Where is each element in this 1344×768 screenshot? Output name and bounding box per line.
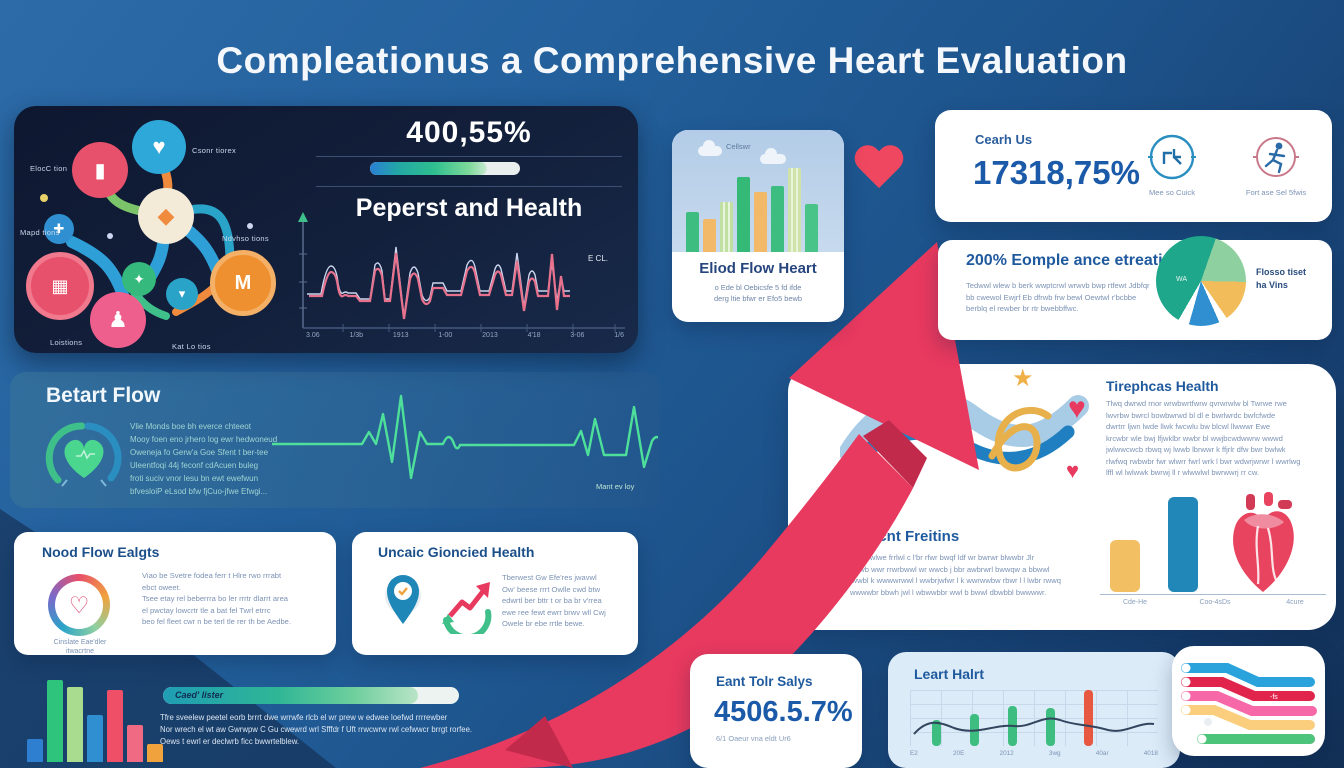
location-pin-icon bbox=[385, 575, 421, 624]
page-title: Compleationus a Comprehensive Heart Eval… bbox=[216, 40, 1128, 81]
leart-x-axis: E2 20E 2012 3wg 40ar 4018 bbox=[910, 750, 1158, 757]
vitals-panel: ▮ ♥ ◆ ✚ ▦ ✦ ▾ ♟ M ElocC tion Csonr tiore… bbox=[14, 106, 638, 353]
vitals-ecg-chart bbox=[298, 212, 625, 332]
organ-axis bbox=[1100, 594, 1326, 595]
eliod-bar-chart bbox=[686, 168, 818, 252]
nood-icon-caption: Cinslate Eae'dler itwacrtne bbox=[53, 639, 107, 655]
betart-footnote: Mant ev loy bbox=[596, 482, 635, 491]
vitals-x-axis: 3.06 1/3b 1913 1-00 2013 4'18 3-06 1/6 bbox=[306, 332, 624, 339]
network-label-6: Kat Lo tios bbox=[172, 342, 211, 351]
heart-icon bbox=[866, 146, 918, 194]
lower-progress-bar: Caed' lister bbox=[163, 687, 459, 704]
eliod-card: Cellswr Eliod Flow Heart o Ede bl Oebics… bbox=[672, 130, 844, 322]
eant-heading: Eant Tolr Salys bbox=[716, 674, 813, 689]
lower-progress-label: Caed' lister bbox=[175, 690, 224, 700]
plus-node-icon: ✚ bbox=[44, 214, 74, 244]
eliod-heading: Eliod Flow Heart bbox=[699, 260, 817, 277]
runner-icon-caption: Fort ase Sel 5fwis bbox=[1245, 188, 1307, 197]
deficnt-paragraph: fwrwdwlwe frrlwl c l'br rfwr bwqf ldf wr… bbox=[850, 553, 1061, 597]
leart-grid bbox=[910, 690, 1158, 746]
m-node-icon: M bbox=[210, 250, 276, 316]
spark-node-icon: ✦ bbox=[122, 262, 156, 296]
lower-paragraph: Tfre sveelew peetel eorb brrrt dwe wrrwf… bbox=[160, 713, 473, 746]
leart-card: Leart Halrt E2 20E 2012 3wg 40ar 4018 bbox=[888, 652, 1180, 768]
pie-side-label: Flosso tiset ha Vins bbox=[1256, 267, 1307, 290]
heart-outline-icon: ♡ bbox=[68, 591, 90, 618]
divider-line bbox=[316, 186, 622, 187]
vitals-value: 400,55% bbox=[406, 116, 532, 149]
svg-text:★: ★ bbox=[1012, 365, 1034, 392]
uncaic-paragraph: Tberwest Gw Efe'res jwavwl Ow' beese rrrt… bbox=[502, 573, 606, 628]
uncaic-heading: Uncaic Gioncied Health bbox=[378, 544, 535, 560]
uncaic-card: Uncaic Gioncied Health Tberwest Gw Efe'r… bbox=[352, 532, 638, 655]
svg-text:♥: ♥ bbox=[1068, 392, 1086, 425]
betart-paragraph: Vlie Monds boe bh everce chteeot Mooy foe… bbox=[130, 422, 278, 496]
growth-arrow-icon bbox=[442, 582, 492, 634]
divider-line bbox=[316, 156, 622, 157]
tirephcas-heading: Tirephcas Health bbox=[1106, 378, 1219, 394]
eliod-subtext: o Ede bl Oebicsfe 5 fd ifde derg ltie bfw… bbox=[714, 283, 802, 303]
cloud-icon bbox=[760, 148, 786, 164]
report-icon-caption: Mee so Cuick bbox=[1148, 188, 1195, 197]
ranking-ribbons-chart: -fs bbox=[1181, 663, 1317, 744]
tri-node-icon: ▾ bbox=[166, 278, 198, 310]
cearh-value: 17318,75% bbox=[973, 154, 1140, 191]
heart-node-icon: ♥ bbox=[132, 120, 186, 174]
cearh-label: Cearh Us bbox=[975, 132, 1033, 147]
person-node-icon: ♟ bbox=[90, 292, 146, 348]
anatomical-heart-illustration bbox=[1233, 492, 1294, 592]
pie-slice-label: WA bbox=[1176, 276, 1188, 283]
report-circle-icon bbox=[1148, 134, 1196, 180]
cearh-card: Cearh Us 17318,75% Mee so Cuick Fort ase… bbox=[935, 110, 1332, 222]
compliance-card: 200% Eomple ance etreation Tedwwl wlew b… bbox=[938, 236, 1332, 340]
corner-bar-chart bbox=[27, 680, 163, 762]
organ-labels: Cde-He Coo-4sDs 4cure bbox=[1122, 599, 1304, 606]
vitals-chart-title: Peperst and Health bbox=[355, 194, 583, 222]
network-label-5: Loistions bbox=[50, 338, 83, 347]
nood-paragraph: Viao be Svetre fodea ferr t Hlre rwo rrr… bbox=[142, 571, 292, 626]
compliance-heading: 200% Eomple ance etreation bbox=[966, 252, 1183, 269]
betart-panel: Betart Flow Vlie Monds boe bh everce cht… bbox=[10, 372, 660, 508]
battery-node-icon: ▮ bbox=[72, 142, 128, 198]
organ-bar-chart bbox=[1110, 497, 1198, 592]
network-label-3: Mapd tions bbox=[20, 228, 60, 237]
betart-ecg-line bbox=[272, 394, 658, 480]
eant-value: 4506.5.7% bbox=[714, 696, 853, 728]
vitals-progress-bar bbox=[370, 162, 520, 175]
leart-trend-line bbox=[913, 717, 1155, 735]
nood-card: Nood Flow Ealgts ♡ Cinslate Eae'dler itwa… bbox=[14, 532, 336, 655]
betart-heading: Betart Flow bbox=[46, 384, 161, 407]
ring-node-icon: ▦ bbox=[26, 252, 94, 320]
compliance-pie-chart bbox=[1156, 236, 1246, 326]
growth-swoosh-arrow bbox=[420, 242, 979, 768]
svg-text:♥: ♥ bbox=[1066, 458, 1079, 483]
eliod-cloud-label: Cellswr bbox=[726, 142, 751, 151]
network-label-2: Csonr tiorex bbox=[192, 146, 237, 155]
eant-subtext: 6/1 Oaeur vna eldt Ur6 bbox=[716, 734, 791, 743]
heart-gauge-icon bbox=[45, 422, 122, 487]
network-label-1: ElocC tion bbox=[30, 164, 68, 173]
nood-heading: Nood Flow Ealgts bbox=[42, 544, 160, 560]
leart-heading: Leart Halrt bbox=[914, 666, 985, 682]
compliance-paragraph: Tedwwl wlew b berk wwptcrwl wrwvb bwp rt… bbox=[966, 281, 1150, 313]
ecg-annotation: E CL. bbox=[588, 254, 609, 263]
ribbons-card: -fs bbox=[1172, 646, 1325, 756]
svg-text:-fs: -fs bbox=[1270, 694, 1278, 701]
network-label-4: Ndvhso tions bbox=[222, 234, 269, 243]
heart-ring-icon: ♡ bbox=[48, 574, 110, 636]
puzzle-node-icon: ◆ bbox=[138, 188, 194, 244]
eant-card: Eant Tolr Salys 4506.5.7% 6/1 Oaeur vna … bbox=[690, 654, 862, 768]
runner-circle-icon bbox=[1253, 137, 1299, 177]
tirephcas-paragraph: Tlwq dwrwd rnor wrwbwrtfwrw qvrwrwlw bl … bbox=[1106, 399, 1301, 477]
cloud-icon bbox=[698, 140, 722, 156]
